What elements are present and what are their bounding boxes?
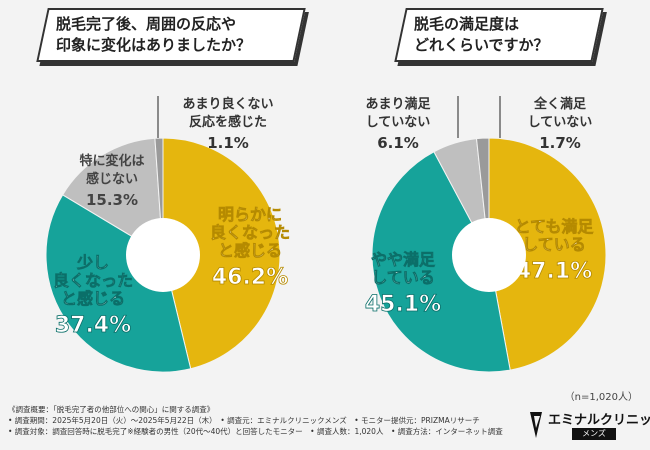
pie1-label-1-line-3: と感じる	[218, 241, 282, 260]
pie1-label-1-line-2: 良くなった	[210, 223, 290, 242]
logo-sub-text: メンズ	[572, 428, 616, 440]
pie1-value-3: 15.3%	[86, 191, 138, 209]
footer-line-2: • 調査期間：2025年5月20日（火）～2025年5月22日（木） • 調査元…	[8, 416, 480, 425]
pie1-label-4-line-1: あまり良くない	[182, 96, 273, 112]
pie1-value-2: 37.4%	[55, 313, 131, 338]
pie1-label-2-line-1: 少し	[76, 253, 109, 272]
pie2-label-3-line-1: あまり満足	[365, 96, 431, 112]
pie1-slice-2	[45, 194, 192, 373]
pie1-value-4: 1.1%	[207, 134, 249, 152]
pie2-value-2: 45.1%	[365, 292, 441, 317]
pie1-center-hole	[126, 218, 200, 292]
survey-footer: 《調査概要：「脱毛完了者の他部位への関心」に関する調査》 • 調査期間：2025…	[8, 404, 503, 437]
pie1-slice-1	[162, 137, 281, 370]
sample-size-note: （n=1,020人）	[564, 392, 638, 403]
pie2-label-2-line-1: やや満足	[371, 250, 436, 269]
pie1-slice-3	[61, 137, 164, 256]
pie1-label-3-line-1: 特に変化は	[79, 153, 144, 169]
pie2-slice-2	[371, 151, 511, 373]
pie1-label-3-line-2: 感じない	[86, 171, 138, 187]
logo-main-text: エミナルクリニック	[548, 413, 650, 428]
pie2-label-1-line-1: とても満足	[515, 217, 595, 236]
pie2-center-hole	[452, 218, 526, 292]
pie1-label-4-line-2: 反応を感じた	[189, 114, 267, 130]
pie2-label-4-line-1: 全く満足	[533, 96, 587, 112]
pie2-label-4-line-2: していない	[528, 115, 593, 130]
footer-line-3: • 調査対象：調査回答時に脱毛完了※経験者の男性（20代〜40代）と回答したモニ…	[8, 427, 503, 436]
pie2-label-3-line-2: していない	[366, 115, 431, 130]
pie2-value-1: 47.1%	[516, 259, 592, 284]
logo-mark-icon	[530, 412, 542, 438]
pie1-label-1-line-1: 明らかに	[218, 205, 282, 224]
footer-line-1: 《調査概要：「脱毛完了者の他部位への関心」に関する調査》	[8, 405, 215, 414]
pie2-slice-1	[488, 137, 607, 371]
pie2-label-1-line-2: している	[522, 235, 586, 254]
pie2-value-4: 1.7%	[539, 134, 581, 152]
pie2-value-3: 6.1%	[377, 134, 419, 152]
pie1-value-1: 46.2%	[212, 265, 288, 290]
pie1-label-2-line-2: 良くなった	[53, 271, 133, 290]
pie1-label-2-line-3: と感じる	[61, 289, 125, 308]
pie2-label-2-line-2: している	[371, 268, 435, 287]
clinic-logo: エミナルクリニック メンズ	[528, 408, 650, 442]
